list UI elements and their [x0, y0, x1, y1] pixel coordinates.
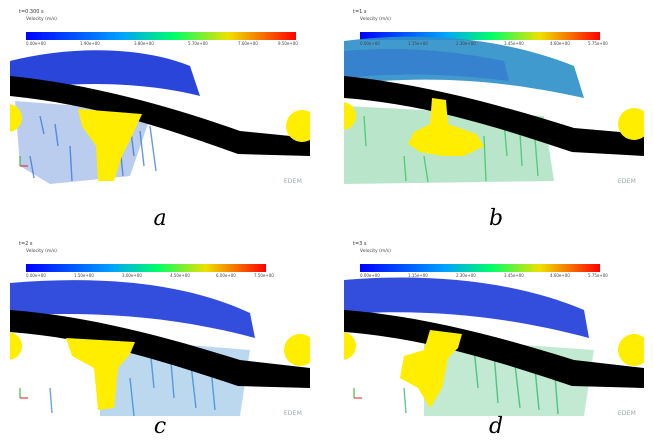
- tick-label: 4.60e+00: [550, 273, 570, 278]
- tick-label: 3.00e+00: [122, 273, 142, 278]
- tick-label: 4.60e+00: [550, 41, 570, 46]
- tick-label: 0.00e+00: [360, 273, 380, 278]
- roller-left: [10, 332, 22, 360]
- simulation-view-c: [10, 264, 310, 417]
- tick-label: 3.80e+00: [134, 41, 154, 46]
- time-label: t=2 s: [19, 241, 33, 247]
- velocity-colorbar: [360, 264, 600, 272]
- deflector: [66, 338, 135, 410]
- edem-logo: EDEM: [283, 178, 302, 185]
- edem-logo: EDEM: [617, 410, 636, 417]
- conveyor-belt: [344, 310, 644, 388]
- roller-left: [344, 102, 356, 130]
- caption-c: c: [153, 414, 167, 439]
- tick-label: 2.30e+00: [456, 273, 476, 278]
- velocity-label: Velocity (m/s): [360, 249, 391, 254]
- velocity-label: Velocity (m/s): [26, 249, 57, 254]
- roller-right: [286, 110, 310, 142]
- colorbar-ticks: 0.00e+00 1.50e+00 3.00e+00 4.50e+00 6.00…: [26, 273, 296, 281]
- edem-logo: EDEM: [283, 410, 302, 417]
- tick-label: 7.50e+00: [254, 273, 274, 278]
- roller-left: [344, 332, 356, 360]
- axes-triad: [353, 388, 362, 399]
- tick-label: 1.15e+00: [408, 41, 428, 46]
- tick-label: 5.70e+00: [188, 41, 208, 46]
- tick-label: 1.90e+00: [80, 41, 100, 46]
- tick-label: 7.60e+00: [238, 41, 258, 46]
- tick-label: 0.00e+00: [360, 41, 380, 46]
- axes-triad: [19, 388, 28, 399]
- tick-label: 3.45e+00: [504, 273, 524, 278]
- velocity-label: Velocity (m/s): [26, 17, 57, 22]
- simulation-view-d: [344, 264, 644, 416]
- tick-label: 5.75e+00: [588, 41, 608, 46]
- caption-b: b: [488, 206, 504, 231]
- time-label: t=0.300 s: [19, 9, 44, 15]
- conveyor-belt: [10, 76, 310, 156]
- simulation-panel-c: t=2 s Velocity (m/s) 0.00e+00 1.50e+00 3…: [10, 238, 310, 421]
- roller-right: [284, 334, 310, 366]
- caption-d: d: [488, 414, 504, 439]
- conveyor-belt: [10, 310, 310, 388]
- deflector: [400, 330, 462, 408]
- tick-label: 2.30e+00: [456, 41, 476, 46]
- velocity-label: Velocity (m/s): [360, 17, 391, 22]
- tick-label: 0.00e+00: [26, 41, 46, 46]
- deflector: [78, 109, 142, 181]
- tick-label: 0.00e+00: [26, 273, 46, 278]
- velocity-colorbar: [26, 32, 296, 40]
- tick-label: 1.15e+00: [408, 273, 428, 278]
- colorbar-ticks: 0.00e+00 1.15e+00 2.30e+00 3.45e+00 4.60…: [360, 41, 630, 49]
- tick-label: 6.00e+00: [216, 273, 236, 278]
- time-label: t=1 s: [353, 9, 367, 15]
- roller-right: [618, 108, 644, 140]
- particle-stream-core: [344, 49, 509, 81]
- particle-stream: [344, 277, 589, 338]
- tick-label: 3.45e+00: [504, 41, 524, 46]
- roller-right: [618, 334, 644, 366]
- simulation-view-a: [10, 32, 310, 184]
- time-label: t=3 s: [353, 241, 367, 247]
- simulation-panel-d: t=3 s Velocity (m/s) 0.00e+00 1.15e+00 2…: [344, 238, 644, 421]
- simulation-panel-a: t=0.300 s Velocity (m/s) 0.00e+00 1.90e+…: [10, 6, 310, 189]
- colorbar-ticks: 0.00e+00 1.90e+00 3.80e+00 5.70e+00 7.60…: [26, 41, 298, 49]
- conveyor-belt: [344, 76, 644, 156]
- roller-left: [10, 104, 22, 132]
- colorbar-ticks: 0.00e+00 1.15e+00 2.30e+00 3.45e+00 4.60…: [360, 273, 630, 281]
- velocity-colorbar: [360, 32, 600, 40]
- tick-label: 5.75e+00: [588, 273, 608, 278]
- simulation-view-b: [344, 32, 644, 184]
- velocity-colorbar: [26, 264, 266, 272]
- edem-logo: EDEM: [617, 178, 636, 185]
- axes-triad: [19, 156, 28, 167]
- particle-stream: [10, 280, 255, 338]
- tick-label: 9.50e+00: [278, 41, 298, 46]
- tick-label: 4.50e+00: [170, 273, 190, 278]
- deflector: [408, 98, 484, 156]
- tick-label: 1.50e+00: [74, 273, 94, 278]
- caption-a: a: [153, 206, 167, 231]
- simulation-panel-b: t=1 s Velocity (m/s) 0.00e+00 1.15e+00 2…: [344, 6, 644, 189]
